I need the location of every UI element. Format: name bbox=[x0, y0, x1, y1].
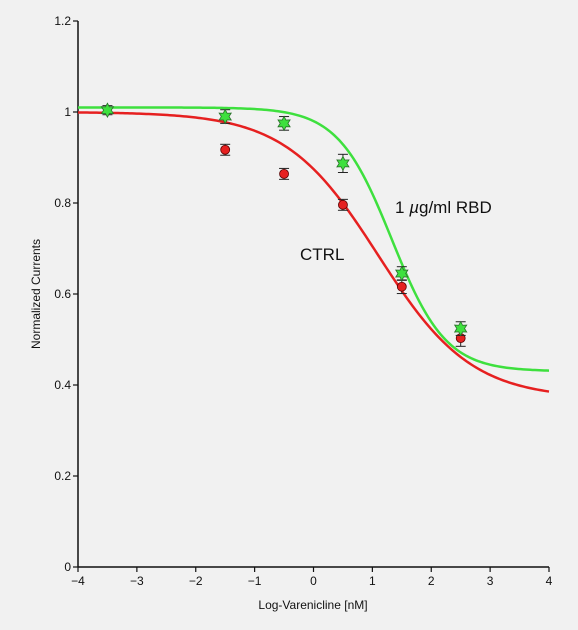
x-tick-label: 4 bbox=[546, 574, 553, 588]
rbd-data-point bbox=[395, 265, 409, 282]
fit-curve bbox=[77, 111, 550, 393]
x-axis-title: Log-Varenicline [nM] bbox=[258, 598, 367, 612]
rbd-label-prefix: 1 bbox=[395, 198, 409, 217]
rbd-data-point bbox=[100, 102, 115, 119]
ctrl-data-point bbox=[338, 199, 348, 210]
ctrl-data-point bbox=[220, 144, 231, 155]
x-tick-label: −3 bbox=[130, 574, 144, 588]
x-tick-label: −4 bbox=[71, 574, 85, 588]
x-tick-label: −1 bbox=[248, 574, 262, 588]
rbd-data-point bbox=[218, 108, 232, 125]
y-tick-label: 0.4 bbox=[54, 378, 71, 392]
y-tick-label: 0.2 bbox=[54, 469, 71, 483]
ctrl-series-label: CTRL bbox=[300, 245, 344, 264]
x-tick-label: −2 bbox=[189, 574, 203, 588]
y-tick-label: 0 bbox=[64, 560, 71, 574]
rbd-data-point bbox=[453, 320, 468, 337]
x-ticks: −4 −3 −2 −1 0 1 2 3 4 bbox=[71, 567, 553, 588]
x-tick-label: 0 bbox=[310, 574, 317, 588]
rbd-data-point bbox=[277, 115, 291, 132]
ctrl-data-point bbox=[396, 281, 407, 292]
rbd-label-suffix: g/ml RBD bbox=[419, 198, 492, 217]
x-tick-label: 1 bbox=[369, 574, 376, 588]
fit-curves bbox=[77, 106, 550, 393]
rbd-data-point bbox=[336, 155, 350, 172]
x-tick-label: 2 bbox=[428, 574, 435, 588]
y-tick-label: 1 bbox=[64, 105, 71, 119]
data-markers bbox=[100, 102, 468, 347]
y-tick-label: 0.6 bbox=[54, 287, 71, 301]
y-ticks: 0 0.2 0.4 0.6 0.8 1 1.2 bbox=[54, 14, 78, 574]
y-axis-title: Normalized Currents bbox=[29, 239, 43, 349]
ctrl-data-point bbox=[279, 168, 289, 179]
y-tick-label: 0.8 bbox=[54, 196, 71, 210]
axes: −4 −3 −2 −1 0 1 2 3 4 0 0.2 0.4 0.6 0.8 1 1.2 bbox=[54, 14, 552, 588]
fit-curve bbox=[78, 106, 550, 372]
y-tick-label: 1.2 bbox=[54, 14, 71, 28]
rbd-label-mu: µ bbox=[408, 198, 419, 217]
rbd-series-label: 1 µg/ml RBD bbox=[395, 198, 492, 217]
x-tick-label: 3 bbox=[487, 574, 494, 588]
